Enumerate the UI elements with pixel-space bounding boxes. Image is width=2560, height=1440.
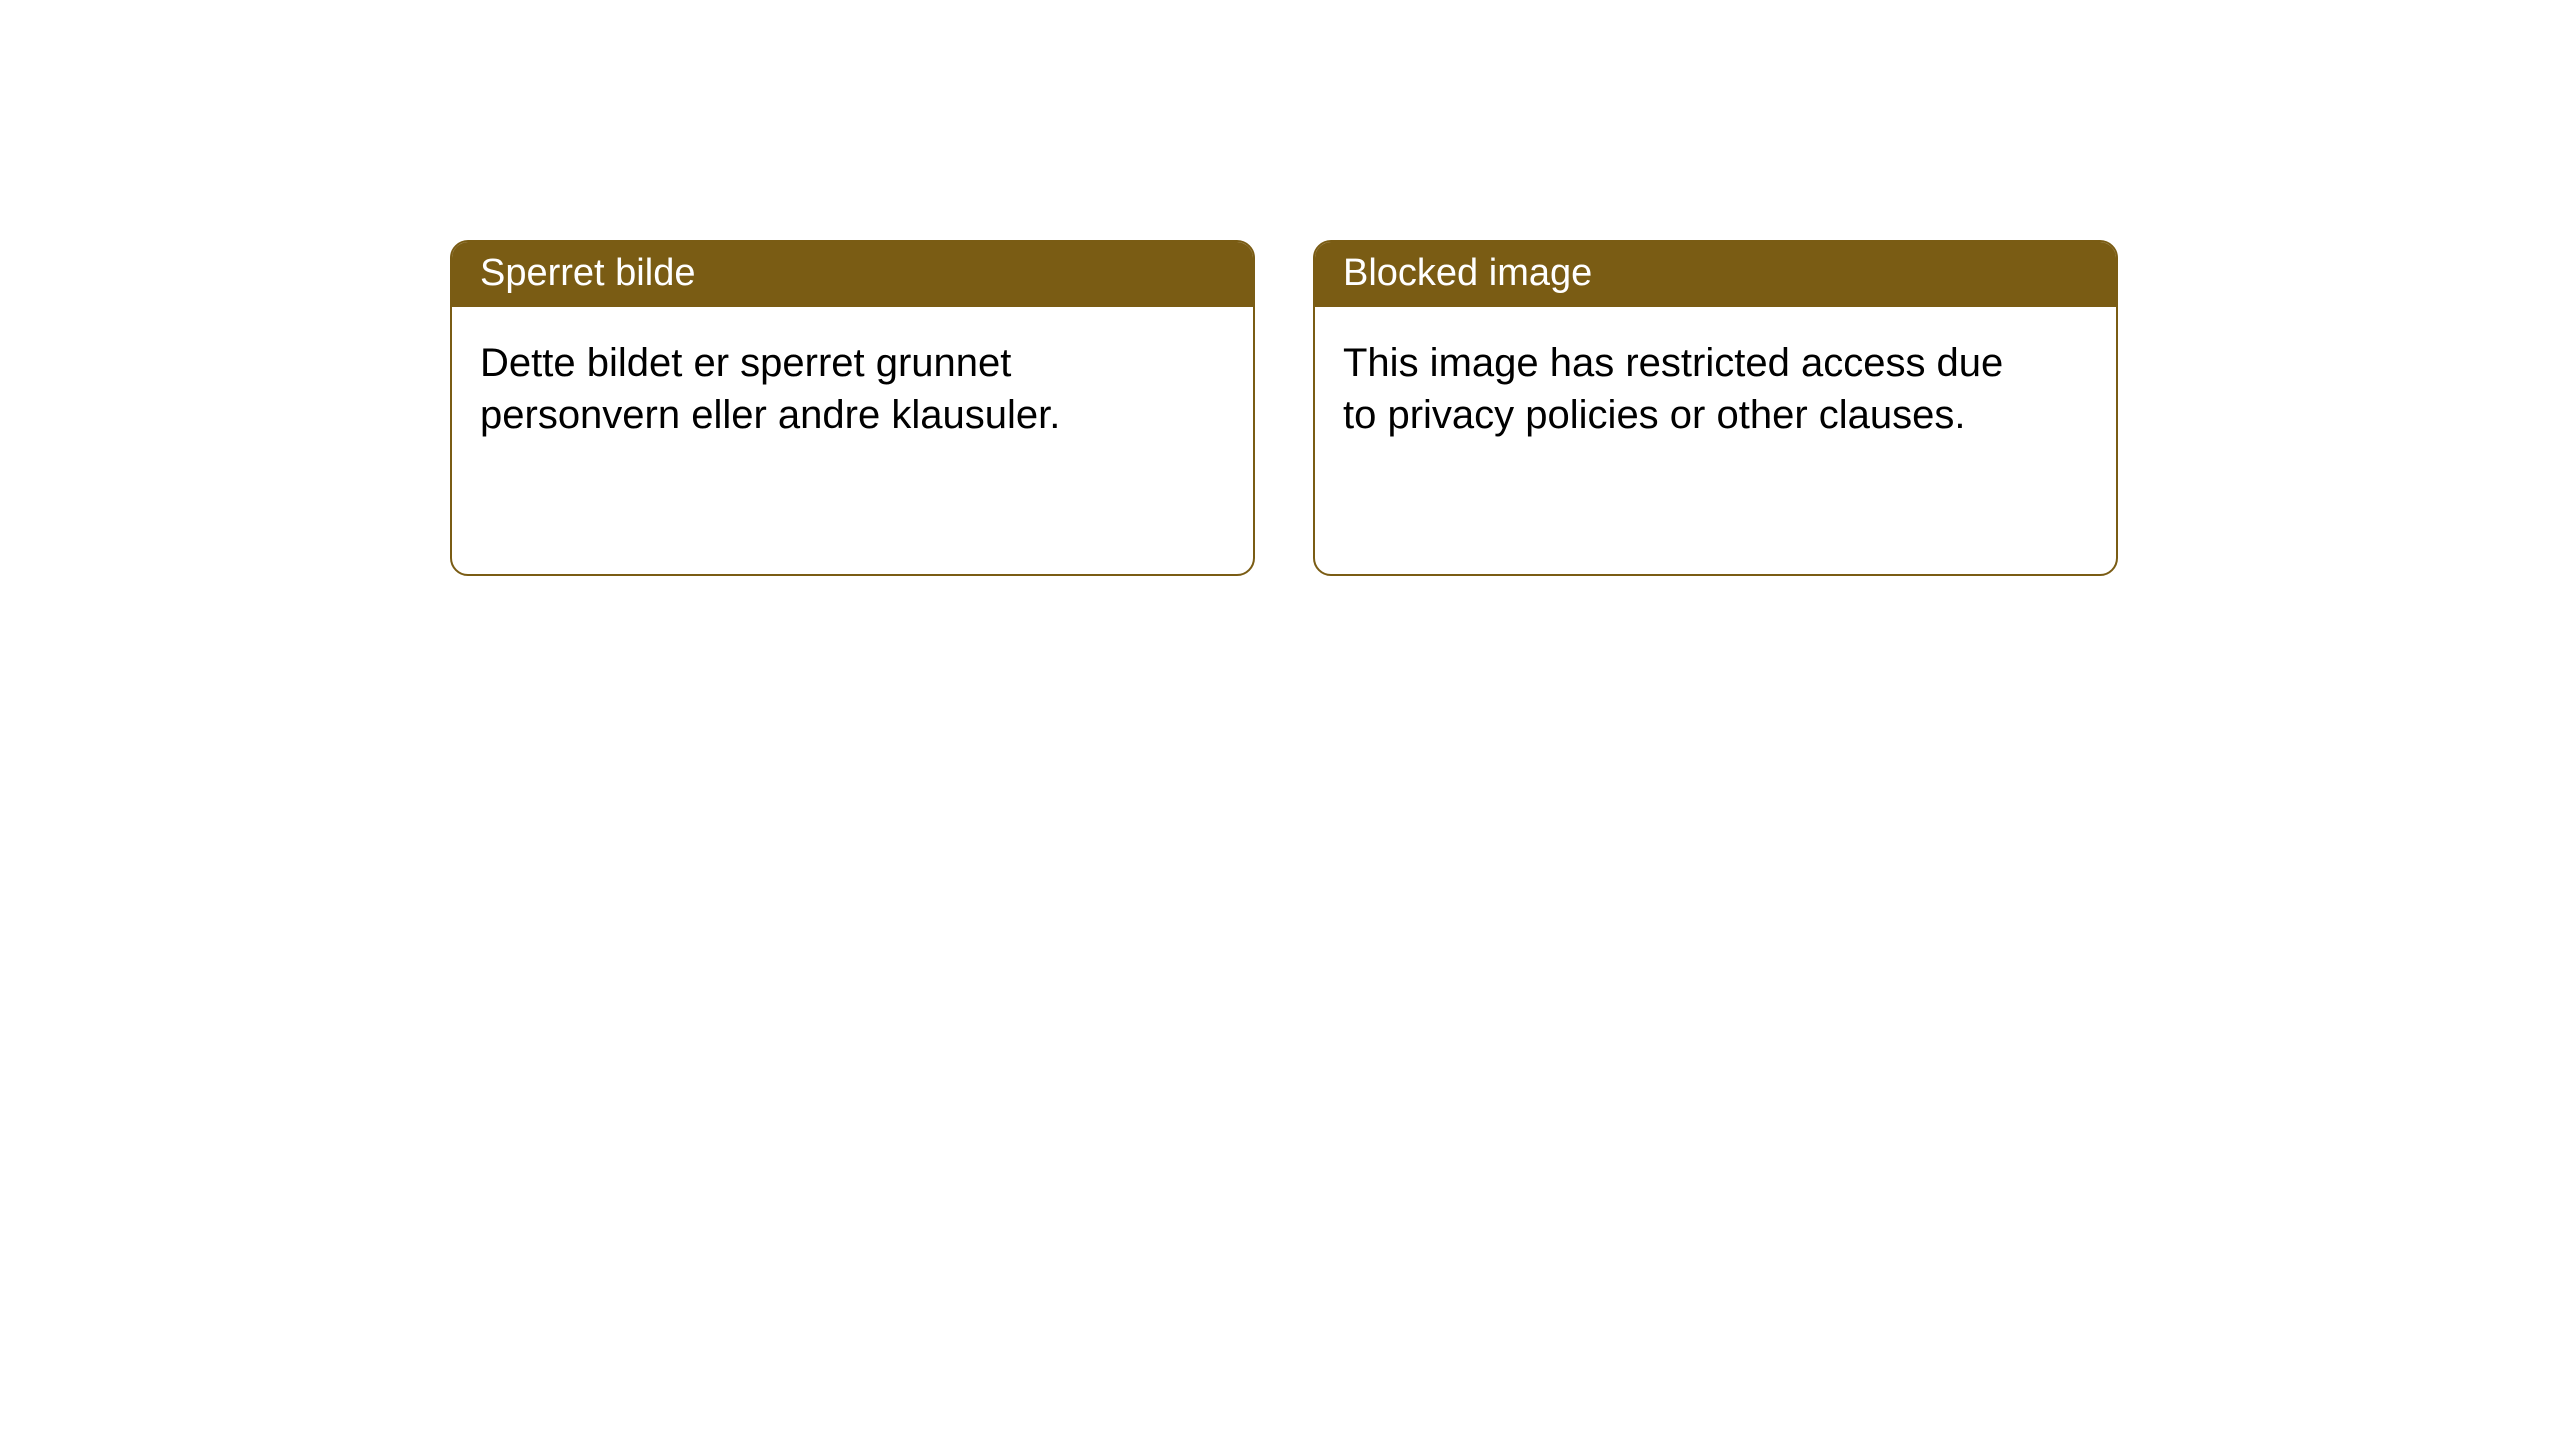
notice-header-en: Blocked image xyxy=(1315,242,2116,307)
notice-header-no: Sperret bilde xyxy=(452,242,1253,307)
notice-title: Sperret bilde xyxy=(480,252,695,294)
notice-body-en: This image has restricted access due to … xyxy=(1315,307,2035,471)
notice-body-no: Dette bildet er sperret grunnet personve… xyxy=(452,307,1172,471)
notice-card-no: Sperret bilde Dette bildet er sperret gr… xyxy=(450,240,1255,576)
notice-body-text: Dette bildet er sperret grunnet personve… xyxy=(480,341,1060,437)
notice-container: Sperret bilde Dette bildet er sperret gr… xyxy=(0,0,2560,576)
notice-body-text: This image has restricted access due to … xyxy=(1343,341,2003,437)
notice-title: Blocked image xyxy=(1343,252,1592,294)
notice-card-en: Blocked image This image has restricted … xyxy=(1313,240,2118,576)
